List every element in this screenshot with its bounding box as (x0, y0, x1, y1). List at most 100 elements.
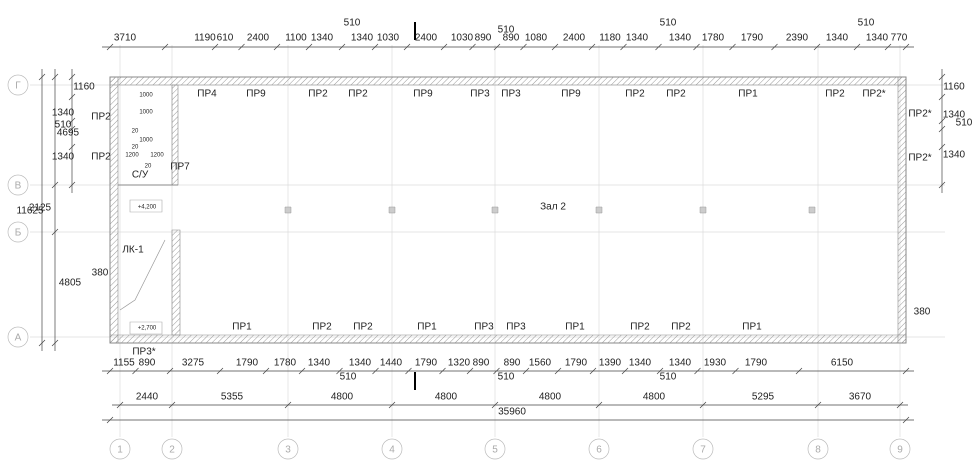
top-dims: 1340 (826, 33, 849, 44)
top-dims: 1080 (525, 33, 548, 44)
top-510: 510 (858, 18, 875, 29)
dim-tick (306, 44, 312, 50)
span-dims: 5355 (221, 392, 244, 403)
dim-tick (730, 44, 736, 50)
bottom-dims: 1440 (380, 358, 403, 369)
dim-tick (162, 44, 168, 50)
top-dims: 1340 (311, 33, 334, 44)
dim-tick (796, 368, 802, 374)
dim-tick (939, 118, 945, 124)
axis-bubble (162, 439, 182, 459)
left-dims: 4805 (59, 278, 82, 289)
column (700, 207, 706, 213)
span-dims: 2440 (136, 392, 159, 403)
column (809, 207, 815, 213)
bottom-openings: ПР2 (353, 322, 373, 333)
toilet-dims: 1000 (139, 110, 153, 116)
dim-tick (107, 44, 113, 50)
top-openings: ПР2 (308, 89, 328, 100)
top-dims: 610 (217, 33, 234, 44)
span-dims: 3670 (849, 392, 872, 403)
top-openings: ПР1 (738, 89, 758, 100)
dim-tick (939, 94, 945, 100)
bottom-dims: 890 (473, 358, 490, 369)
top-dims: 770 (891, 33, 908, 44)
top-openings: ПР3 (470, 89, 490, 100)
labels: +4,200 (138, 205, 157, 211)
labels: Зал 2 (540, 202, 566, 213)
bottom-510: 510 (340, 372, 357, 383)
dim-tick (299, 368, 305, 374)
bottom-dims: 1790 (236, 358, 259, 369)
bottom-openings: ПР1 (742, 322, 762, 333)
side-openings: ПР2 (91, 152, 111, 163)
top-dims: 1340 (351, 33, 374, 44)
top-dims: 890 (475, 33, 492, 44)
dim-tick (700, 402, 706, 408)
top-dims: 1180 (599, 33, 621, 44)
dim-tick (814, 44, 820, 50)
dim-tick (167, 368, 173, 374)
bottom-dims: 1340 (349, 358, 372, 369)
labels: ЛК-1 (122, 245, 144, 256)
bottom-dims: 1790 (565, 358, 588, 369)
top-openings: ПР2 (348, 89, 368, 100)
dim-tick (169, 402, 175, 408)
dim-tick (939, 182, 945, 188)
axis-label: Б (15, 228, 22, 239)
axis-grid (8, 45, 945, 459)
dim-tick (903, 44, 909, 50)
top-openings: ПР3 (501, 89, 521, 100)
dim-tick (656, 44, 662, 50)
axis-bubble (382, 439, 402, 459)
dim-tick (441, 44, 447, 50)
dim-tick (406, 368, 412, 374)
dim-tick (903, 368, 909, 374)
dim-tick (52, 74, 58, 80)
bottom-dims: 1790 (415, 358, 438, 369)
left-dims: 11625 (16, 206, 44, 217)
axis-bubble (589, 439, 609, 459)
dim-tick (552, 44, 558, 50)
side-openings: ПР2* (908, 153, 931, 164)
dim-tick (523, 368, 529, 374)
dim-tick (657, 368, 663, 374)
span-dims: 4800 (331, 392, 354, 403)
dim-tick (39, 74, 45, 80)
bottom-dims: 6150 (831, 358, 854, 369)
left-dims: 1340 (52, 108, 75, 119)
right-dims: 1340 (943, 150, 966, 161)
span-dims: 4800 (539, 392, 562, 403)
axis-bubble (8, 175, 28, 195)
bottom-dims: 1320 (448, 358, 471, 369)
bottom-openings: ПР2 (630, 322, 650, 333)
bottom-dims: 3275 (182, 358, 205, 369)
column (596, 207, 602, 213)
left-dims: 1160 (73, 82, 95, 93)
axis-label: 8 (815, 445, 821, 456)
dim-tick (117, 402, 123, 408)
axis-label: 3 (285, 445, 291, 456)
axis-bubble (278, 439, 298, 459)
dim-tick (622, 368, 628, 374)
axis-label: 4 (389, 445, 395, 456)
right-dims: 1160 (943, 82, 965, 93)
top-openings: ПР2 (825, 89, 845, 100)
dim-tick (695, 368, 701, 374)
dim-tick (39, 340, 45, 346)
left-dims: 2125 (29, 203, 52, 214)
top-openings: ПР2 (666, 89, 686, 100)
bottom-dims: 1790 (745, 358, 768, 369)
labels: ПР3* (132, 347, 155, 358)
top-openings: ПР2 (625, 89, 645, 100)
axis-label: Г (15, 81, 21, 92)
toilet-dims: 20 (132, 145, 139, 151)
axis-bubble (808, 439, 828, 459)
bottom-dims: 1340 (308, 358, 331, 369)
toilet-dims: 1200 (125, 153, 139, 159)
top-dims: 1340 (626, 33, 649, 44)
bottom-openings: ПР1 (417, 322, 437, 333)
axis-bubble (693, 439, 713, 459)
dim-tick (903, 417, 909, 423)
axis-label: 6 (596, 445, 602, 456)
